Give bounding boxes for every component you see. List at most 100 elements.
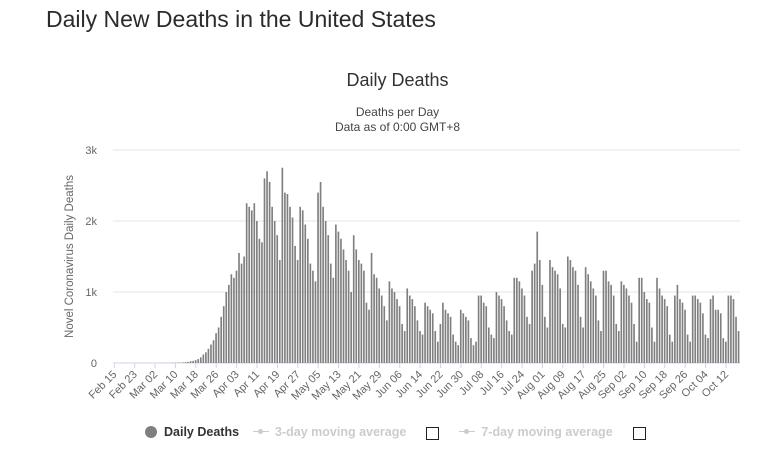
bar [424, 302, 426, 363]
bar [495, 292, 498, 363]
bar [286, 194, 289, 363]
bar [222, 306, 225, 363]
bar [414, 306, 416, 363]
bar [510, 334, 513, 363]
bar [388, 281, 391, 363]
chart-title: Daily Deaths [346, 70, 449, 90]
bar [513, 277, 516, 363]
bar [408, 295, 411, 363]
bar [556, 274, 559, 363]
bar [561, 323, 564, 363]
bar [732, 299, 735, 363]
bar [386, 320, 388, 363]
bar [360, 263, 363, 363]
bar [523, 295, 526, 363]
bar [579, 316, 582, 363]
y-tick-label: 0 [91, 358, 97, 370]
bar [347, 270, 350, 363]
bar [258, 238, 261, 363]
bar [261, 242, 263, 363]
bar [304, 224, 307, 363]
bar [396, 299, 398, 363]
bar [480, 295, 482, 363]
bar [253, 203, 256, 363]
bar [646, 299, 648, 363]
legend-line-marker [459, 427, 476, 437]
bar [192, 360, 194, 363]
bar [518, 281, 521, 363]
bar [498, 295, 500, 363]
bar [699, 302, 702, 363]
bar [566, 256, 569, 363]
bar [679, 299, 681, 363]
bar [281, 167, 284, 363]
bar [357, 260, 360, 363]
bar [640, 277, 643, 363]
bar [717, 309, 720, 363]
bar [617, 331, 620, 363]
bar [681, 302, 684, 363]
bar [482, 302, 485, 363]
bar [228, 284, 230, 363]
bar [439, 323, 442, 363]
legend-item-daily-deaths[interactable]: Daily Deaths [145, 425, 239, 439]
bar [587, 274, 590, 363]
bar [230, 274, 233, 363]
checkbox-3day-average[interactable] [426, 426, 440, 440]
bar [324, 221, 327, 363]
bar [363, 270, 365, 363]
bar [600, 331, 602, 363]
bar [610, 284, 612, 363]
bar [365, 302, 368, 363]
bar [653, 341, 656, 363]
bar [714, 309, 717, 363]
bar [401, 323, 403, 363]
legend-item-7day-average[interactable]: 7-day moving average [459, 425, 651, 440]
bar [572, 267, 574, 363]
bar [490, 334, 493, 363]
bar [643, 292, 646, 363]
bar [337, 231, 340, 363]
bar [235, 270, 238, 363]
bar [447, 313, 449, 363]
bar [538, 260, 541, 363]
bar [370, 252, 373, 363]
bar [411, 299, 414, 363]
bar [694, 295, 697, 363]
checkbox-7day-average[interactable] [632, 426, 646, 440]
bar [332, 277, 335, 363]
bar [569, 260, 572, 363]
bar [189, 361, 192, 363]
bar [373, 274, 375, 363]
bar [615, 323, 618, 363]
bar [243, 256, 245, 363]
legend-item-3day-average[interactable]: 3-day moving average [253, 425, 445, 440]
bar [472, 345, 475, 363]
bar [722, 338, 725, 363]
bar [712, 295, 714, 363]
bar [719, 313, 722, 363]
bar [452, 334, 454, 363]
bar [549, 260, 551, 363]
bar [475, 341, 477, 363]
bar [702, 313, 704, 363]
bar [205, 352, 207, 363]
bar [526, 316, 528, 363]
bar [500, 299, 503, 363]
bar [383, 306, 386, 363]
bar [437, 341, 439, 363]
bar [508, 331, 511, 363]
bar [207, 348, 210, 363]
bar [250, 210, 253, 363]
bar [671, 341, 674, 363]
bar [516, 277, 518, 363]
bar [725, 341, 727, 363]
bar [419, 331, 421, 363]
bar [215, 333, 217, 363]
bar [355, 249, 358, 363]
bar [182, 362, 184, 363]
bar [403, 331, 406, 363]
bar [199, 357, 202, 363]
page-title: Daily New Deaths in the United States [46, 6, 436, 32]
bar [378, 288, 381, 363]
